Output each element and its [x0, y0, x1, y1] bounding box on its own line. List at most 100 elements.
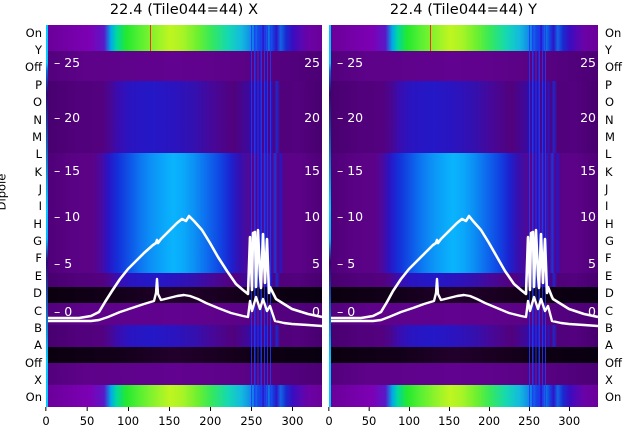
x-tick-label: 50 — [79, 414, 95, 428]
category-tick-left-h-11: H — [33, 216, 42, 231]
category-tick-right-m-6: M — [605, 129, 615, 144]
category-tick-right-o-4: O — [605, 95, 615, 110]
x-tick-mark — [209, 407, 211, 411]
x-axis-left: 0 50 100 150 200 250 300 — [42, 407, 322, 440]
category-tick-right-k-8: K — [605, 164, 613, 179]
heat-band-off-top — [329, 81, 598, 119]
inner-ytick-left-15: – 15 — [337, 163, 364, 178]
inner-ytick-left-0: – 0 — [337, 304, 356, 319]
category-tick-right-j-9: J — [605, 181, 609, 196]
category-tick-left-e-14: E — [34, 268, 42, 283]
x-tick-right-100: 100 — [398, 407, 420, 428]
inner-ytick-left-20: – 20 — [54, 110, 81, 125]
heat-band-o-n — [46, 153, 322, 193]
panel-title-y: 22.4 (Tile044=44) Y — [389, 2, 538, 18]
x-tick-mark — [568, 407, 570, 411]
x-tick-mark — [408, 407, 410, 411]
x-tick-right-0: 0 — [325, 407, 333, 428]
heat-band-p — [46, 119, 322, 153]
x-tick-mark — [86, 407, 88, 411]
x-tick-mark — [488, 407, 490, 411]
x-axis-right: 0 50 100 150 200 250 300 — [325, 407, 598, 440]
category-tick-right-d-15: D — [605, 286, 614, 301]
x-tick-left-300: 300 — [281, 407, 303, 428]
x-tick-right-300: 300 — [558, 407, 580, 428]
x-tick-label: 150 — [158, 414, 181, 428]
category-tick-left-j-9: J — [38, 181, 42, 196]
category-tick-right-l-7: L — [605, 147, 612, 162]
inner-ytick-right-0: 0 — [588, 304, 596, 319]
category-tick-left-p-3: P — [35, 77, 42, 92]
category-tick-left-b-17: B — [34, 320, 42, 335]
inner-ytick-right-15: 15 — [304, 163, 320, 178]
inner-ytick-right-20: 20 — [304, 110, 320, 125]
category-tick-right-on-21: On — [605, 390, 622, 405]
x-tick-label: 200 — [199, 414, 222, 428]
x-tick-label: 200 — [478, 414, 501, 428]
category-tick-left-on-0: On — [25, 25, 42, 40]
category-tick-right-h-11: H — [605, 216, 614, 231]
inner-ytick-left-10: – 10 — [337, 209, 364, 224]
heatmap-panel-y[interactable]: – 25 – 20 – 15 – 10 – 5 – 0 25 20 15 10 … — [329, 25, 598, 407]
heat-band-m-l — [329, 193, 598, 239]
category-tick-left-g-12: G — [33, 234, 42, 249]
inner-ytick-right-0: 0 — [312, 304, 320, 319]
category-tick-right-on-0: On — [605, 25, 622, 40]
x-tick-label: 300 — [281, 414, 304, 428]
inner-ytick-right-10: 10 — [304, 209, 320, 224]
category-tick-left-o-4: O — [32, 95, 42, 110]
category-tick-right-n-5: N — [605, 112, 614, 127]
category-axis-right: On Y Off P O N M L K J I H G F E D C B A Off X On — [601, 25, 640, 407]
heat-band-m-l — [46, 193, 322, 239]
x-tick-right-250: 250 — [518, 407, 540, 428]
x-tick-label: 300 — [558, 414, 581, 428]
inner-ytick-left-10: – 10 — [54, 209, 81, 224]
x-tick-label: 0 — [325, 414, 333, 428]
category-tick-left-off-19: Off — [25, 355, 42, 370]
inner-ytick-left-5: – 5 — [54, 256, 73, 271]
category-tick-right-i-10: I — [605, 199, 609, 214]
x-tick-left-50: 50 — [79, 407, 95, 428]
inner-ytick-left-25: – 25 — [337, 55, 364, 70]
heat-band-p — [329, 119, 598, 153]
heat-band-k-j — [329, 239, 598, 273]
category-tick-left-c-16: C — [33, 303, 42, 318]
x-tick-right-200: 200 — [478, 407, 500, 428]
category-tick-right-p-3: P — [605, 77, 612, 92]
inner-ytick-right-20: 20 — [580, 110, 596, 125]
heat-band-on-top — [329, 25, 598, 51]
x-tick-left-150: 150 — [158, 407, 180, 428]
overlay-traces-x — [46, 214, 322, 328]
x-tick-mark — [528, 407, 530, 411]
heat-band-y-top — [329, 51, 598, 81]
category-tick-right-y-1: Y — [605, 43, 613, 58]
category-tick-left-x-20: X — [34, 372, 42, 387]
inner-ytick-right-25: 25 — [580, 55, 596, 70]
x-tick-mark — [368, 407, 370, 411]
inner-ytick-right-15: 15 — [580, 163, 596, 178]
x-tick-mark — [291, 407, 293, 411]
panel-title-x: 22.4 (Tile044=44) X — [109, 2, 259, 18]
category-tick-right-f-13: F — [605, 251, 612, 266]
category-tick-right-x-20: X — [605, 372, 613, 387]
category-axis-left: On Y Off P O N M L K J I H G F E D C B A Off X On — [2, 25, 44, 407]
heat-band-o-n — [329, 153, 598, 193]
inner-ytick-left-0: – 0 — [54, 304, 73, 319]
x-tick-left-0: 0 — [42, 407, 50, 428]
panel-edge-strip — [46, 25, 48, 407]
overlay-traces-y — [329, 214, 598, 328]
heat-band-off-top — [46, 81, 322, 119]
x-tick-label: 100 — [398, 414, 421, 428]
x-tick-left-250: 250 — [240, 407, 262, 428]
inner-ytick-right-5: 5 — [588, 256, 596, 271]
category-tick-left-f-13: F — [35, 251, 42, 266]
x-tick-mark — [127, 407, 129, 411]
category-tick-left-off-2: Off — [25, 60, 42, 75]
heatmap-panel-x[interactable]: – 25 – 20 – 15 – 10 – 5 – 0 25 20 15 10 … — [46, 25, 322, 407]
inner-ytick-right-10: 10 — [580, 209, 596, 224]
x-tick-label: 50 — [361, 414, 377, 428]
x-tick-mark — [45, 407, 47, 411]
panel-edge-strip — [329, 25, 331, 407]
category-tick-right-off-2: Off — [605, 60, 622, 75]
